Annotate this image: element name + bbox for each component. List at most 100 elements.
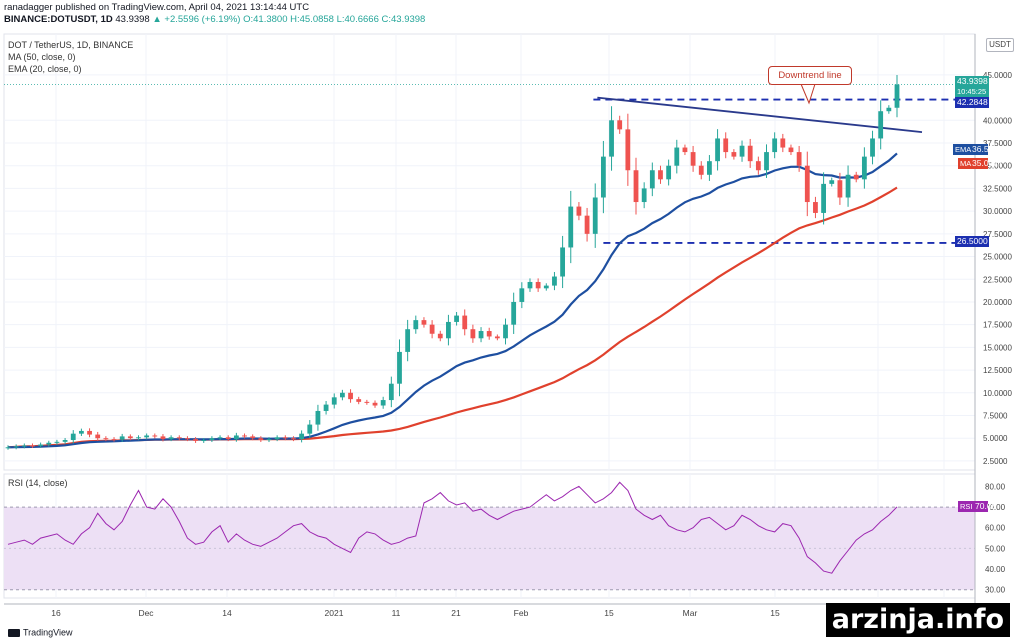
candle-body [454, 315, 459, 322]
candle [772, 132, 778, 159]
time-tick-label: 15 [604, 608, 614, 618]
candle [307, 420, 313, 439]
ema20-line [7, 152, 898, 449]
candle [168, 435, 174, 442]
candle-body [666, 165, 672, 180]
candle [625, 113, 631, 186]
candle [356, 396, 362, 405]
time-tick-label: Mar [683, 608, 698, 618]
candle-body [282, 437, 288, 439]
annotation-group [800, 83, 816, 105]
candle [788, 144, 794, 156]
rsi-series-line [7, 481, 898, 574]
candle [54, 439, 60, 445]
time-tick-label: Dec [138, 608, 154, 618]
rsi-tick-label: 30.00 [985, 586, 1006, 595]
candle-body [674, 147, 680, 166]
candle-body [478, 331, 484, 339]
candle [747, 138, 753, 168]
candle [715, 129, 720, 171]
candle-body [772, 138, 778, 153]
candle [674, 139, 680, 174]
time-tick-label: 11 [392, 608, 401, 618]
candle [348, 389, 353, 403]
candle-body [821, 183, 826, 213]
candle-body [397, 351, 402, 384]
candle [119, 433, 125, 443]
candle-body [462, 315, 468, 330]
candle [87, 428, 92, 438]
downtrend-callout: Downtrend line [768, 66, 852, 85]
candle-body [690, 152, 696, 166]
candle-body [250, 436, 256, 439]
price-tick-label: 30.0000 [983, 207, 1012, 216]
candle [543, 283, 549, 291]
price-tick-label: 15.0000 [983, 343, 1012, 352]
candle [829, 177, 835, 187]
candle-body [160, 436, 166, 440]
candle [470, 324, 476, 343]
candle [282, 435, 288, 441]
candle-body [54, 441, 60, 443]
candle [641, 182, 647, 209]
candle [837, 172, 843, 205]
candle-body [217, 437, 223, 439]
price-tick-label: 25.0000 [983, 253, 1012, 262]
candle [821, 172, 826, 225]
candle [861, 147, 867, 189]
time-tick-label: Feb [514, 608, 529, 618]
candle [315, 404, 321, 431]
candle-body [576, 206, 582, 216]
callout-pointer [800, 83, 816, 105]
candle-body [764, 152, 769, 171]
candle-body [13, 446, 19, 448]
candle-body [813, 202, 818, 213]
tradingview-logo[interactable]: TradingView [8, 627, 73, 638]
candle [600, 140, 606, 214]
candle [609, 106, 614, 171]
currency-label[interactable]: USDT [986, 38, 1014, 52]
candle-body [258, 438, 264, 441]
price-tick-label: 20.0000 [983, 298, 1012, 307]
candle-body [225, 437, 231, 440]
candle-body [698, 165, 704, 175]
ma-tag-value: 35.0027 [972, 158, 1003, 169]
candle-body [103, 438, 109, 440]
candle [70, 430, 76, 444]
last-price-tag: 43.9398 [955, 76, 989, 87]
candle [666, 159, 672, 186]
candle-body [519, 288, 525, 302]
candle-body [511, 301, 517, 325]
candle-body [79, 430, 84, 434]
candle-body [372, 402, 378, 406]
candle-body [796, 152, 802, 166]
candle [731, 149, 737, 160]
candle-body [307, 424, 313, 434]
candle [323, 401, 329, 415]
candle-body [209, 438, 215, 441]
candle-body [633, 170, 639, 203]
candle-body [609, 120, 614, 157]
candle [870, 130, 875, 165]
watermark: arzinja.info [825, 603, 1010, 637]
candle [152, 433, 158, 439]
candle [682, 144, 688, 156]
candle-body [388, 383, 394, 401]
candle-body [291, 438, 296, 440]
candle-body [494, 336, 500, 339]
time-tick-label: 2021 [325, 608, 344, 618]
candle-body [111, 439, 117, 441]
candle [421, 317, 427, 328]
candle [258, 436, 264, 443]
candle [274, 435, 280, 442]
candle-body [829, 180, 835, 184]
candle-body [739, 145, 745, 157]
candle [331, 393, 337, 409]
candle-body [168, 437, 174, 440]
price-tick-label: 45.0000 [983, 71, 1012, 80]
candle [217, 435, 223, 441]
candle [372, 400, 378, 408]
candle-body [437, 333, 443, 339]
candle-body [641, 188, 647, 203]
candle [201, 438, 207, 443]
